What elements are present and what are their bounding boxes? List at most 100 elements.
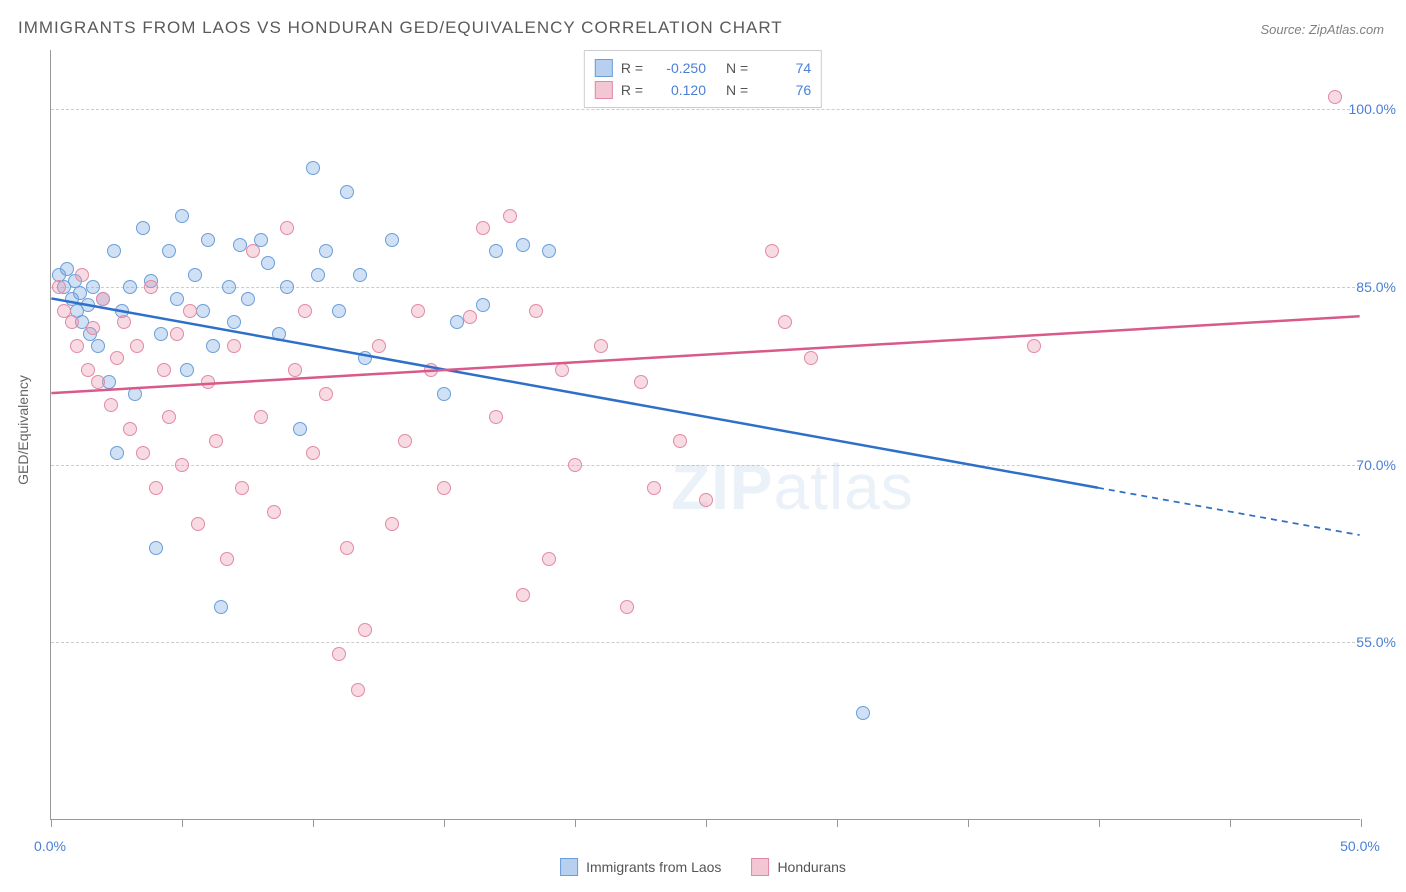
data-point-hondurans [765, 244, 779, 258]
data-point-laos [340, 185, 354, 199]
data-point-laos [358, 351, 372, 365]
legend-n-value: 76 [756, 82, 811, 98]
x-tick [182, 819, 183, 827]
data-point-laos [306, 161, 320, 175]
legend-swatch [751, 858, 769, 876]
data-point-laos [196, 304, 210, 318]
data-point-hondurans [555, 363, 569, 377]
data-point-laos [272, 327, 286, 341]
x-tick [444, 819, 445, 827]
data-point-hondurans [65, 315, 79, 329]
data-point-hondurans [385, 517, 399, 531]
data-point-hondurans [306, 446, 320, 460]
data-point-hondurans [75, 268, 89, 282]
data-point-laos [476, 298, 490, 312]
data-point-hondurans [699, 493, 713, 507]
data-point-hondurans [136, 446, 150, 460]
data-point-hondurans [529, 304, 543, 318]
data-point-laos [188, 268, 202, 282]
data-point-hondurans [70, 339, 84, 353]
data-point-laos [86, 280, 100, 294]
legend-row-laos: R =-0.250N =74 [595, 57, 811, 79]
data-point-hondurans [220, 552, 234, 566]
y-tick-label: 55.0% [1356, 634, 1396, 650]
data-point-laos [385, 233, 399, 247]
gridline [51, 287, 1360, 288]
data-point-laos [110, 446, 124, 460]
x-tick [51, 819, 52, 827]
data-point-hondurans [162, 410, 176, 424]
data-point-hondurans [201, 375, 215, 389]
data-point-hondurans [191, 517, 205, 531]
data-point-hondurans [634, 375, 648, 389]
x-tick-label: 0.0% [34, 838, 66, 854]
data-point-hondurans [298, 304, 312, 318]
data-point-laos [123, 280, 137, 294]
legend-r-label: R = [621, 60, 643, 76]
x-tick [1099, 819, 1100, 827]
trend-line-hondurans [51, 316, 1359, 393]
x-tick [1361, 819, 1362, 827]
data-point-laos [154, 327, 168, 341]
data-point-laos [214, 600, 228, 614]
data-point-laos [489, 244, 503, 258]
data-point-laos [206, 339, 220, 353]
data-point-hondurans [568, 458, 582, 472]
data-point-laos [516, 238, 530, 252]
legend-swatch [560, 858, 578, 876]
data-point-laos [222, 280, 236, 294]
legend-bottom-item: Immigrants from Laos [560, 858, 721, 876]
data-point-hondurans [288, 363, 302, 377]
data-point-hondurans [489, 410, 503, 424]
data-point-laos [332, 304, 346, 318]
data-point-hondurans [319, 387, 333, 401]
data-point-laos [201, 233, 215, 247]
data-point-hondurans [542, 552, 556, 566]
legend-n-value: 74 [756, 60, 811, 76]
data-point-hondurans [463, 310, 477, 324]
data-point-laos [107, 244, 121, 258]
data-point-hondurans [620, 600, 634, 614]
data-point-hondurans [104, 398, 118, 412]
data-point-hondurans [170, 327, 184, 341]
legend-swatch [595, 59, 613, 77]
watermark: ZIPatlas [671, 450, 914, 524]
data-point-hondurans [437, 481, 451, 495]
legend-n-label: N = [726, 60, 748, 76]
data-point-hondurans [332, 647, 346, 661]
data-point-hondurans [157, 363, 171, 377]
data-point-laos [241, 292, 255, 306]
data-point-laos [170, 292, 184, 306]
trend-line-ext-laos [1098, 488, 1360, 535]
data-point-laos [81, 298, 95, 312]
x-tick [1230, 819, 1231, 827]
gridline [51, 465, 1360, 466]
data-point-hondurans [778, 315, 792, 329]
data-point-hondurans [516, 588, 530, 602]
data-point-hondurans [280, 221, 294, 235]
data-point-hondurans [340, 541, 354, 555]
y-axis-label: GED/Equivalency [15, 375, 31, 485]
legend-row-hondurans: R =0.120N =76 [595, 79, 811, 101]
data-point-laos [319, 244, 333, 258]
legend-correlation: R =-0.250N =74R =0.120N =76 [584, 50, 822, 108]
data-point-hondurans [144, 280, 158, 294]
data-point-hondurans [123, 422, 137, 436]
data-point-hondurans [267, 505, 281, 519]
legend-n-label: N = [726, 82, 748, 98]
data-point-hondurans [246, 244, 260, 258]
data-point-hondurans [594, 339, 608, 353]
x-tick [837, 819, 838, 827]
data-point-hondurans [86, 321, 100, 335]
data-point-hondurans [254, 410, 268, 424]
data-point-hondurans [235, 481, 249, 495]
data-point-laos [136, 221, 150, 235]
data-point-hondurans [149, 481, 163, 495]
data-point-laos [128, 387, 142, 401]
data-point-hondurans [398, 434, 412, 448]
data-point-hondurans [209, 434, 223, 448]
data-point-hondurans [183, 304, 197, 318]
data-point-laos [353, 268, 367, 282]
data-point-hondurans [130, 339, 144, 353]
x-tick [575, 819, 576, 827]
